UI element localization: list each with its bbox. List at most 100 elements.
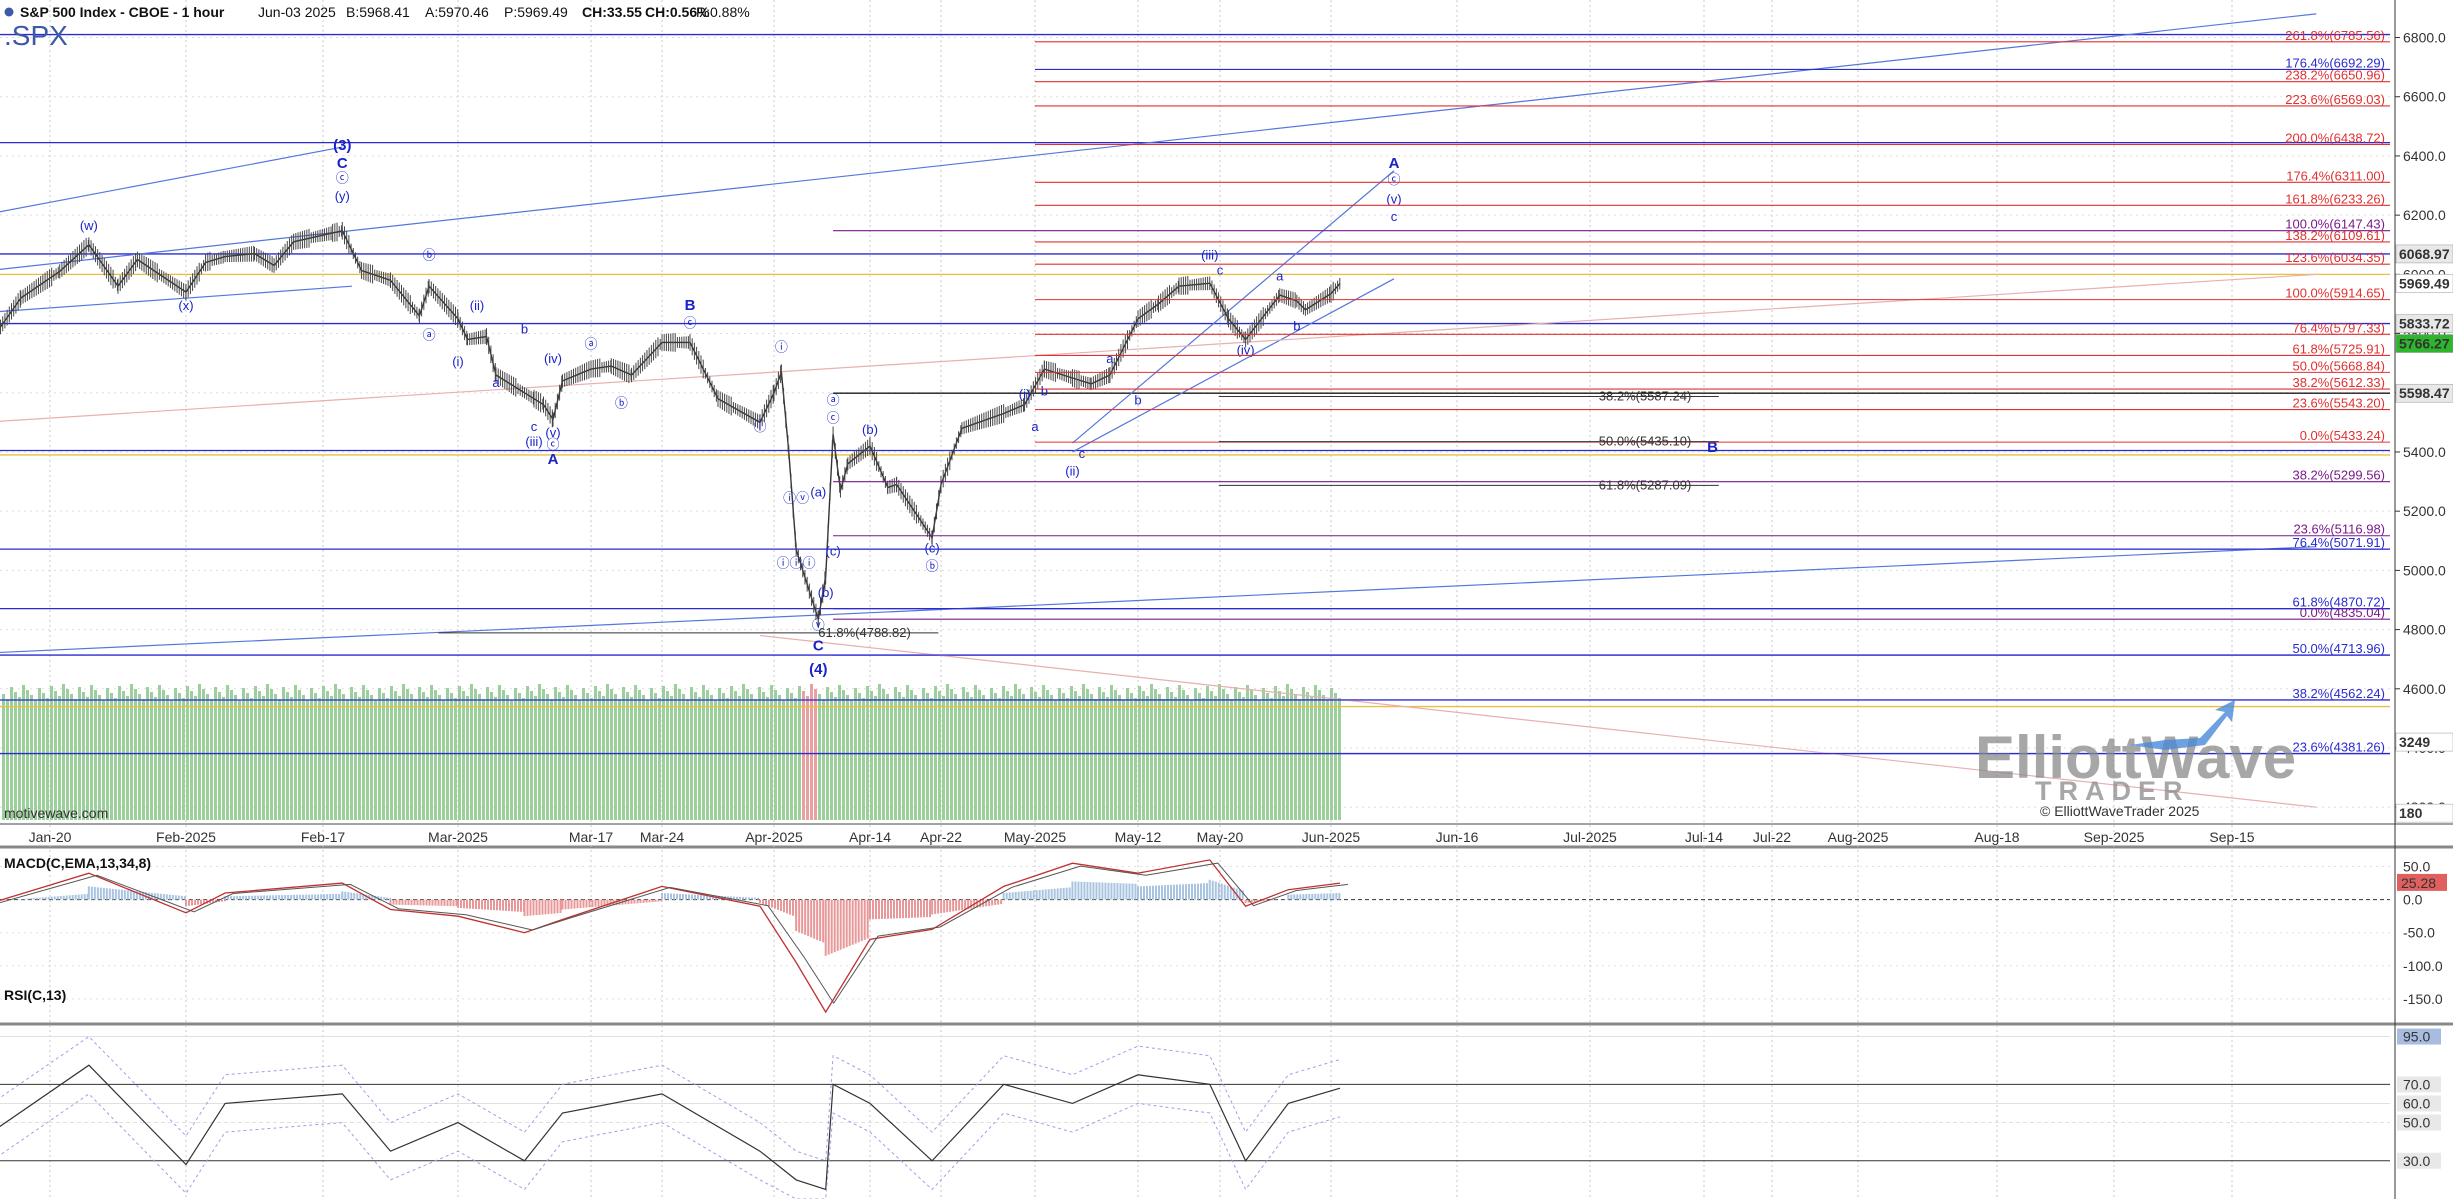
volume-bar — [830, 692, 833, 820]
volume-bar — [974, 685, 977, 820]
volume-bar — [914, 695, 917, 820]
volume-bar — [590, 698, 593, 820]
volume-bar — [606, 684, 609, 820]
fib-label-0: 261.8%(6785.56) — [2285, 28, 2385, 43]
volume-bar — [1318, 690, 1321, 820]
volume-bar — [910, 690, 913, 820]
fib-label-6: 161.8%(6233.26) — [2285, 191, 2385, 206]
volume-bar — [1042, 685, 1045, 820]
volume-bar — [278, 699, 281, 820]
wave-label-3: C — [337, 155, 348, 172]
price-tag-bg-4 — [2395, 383, 2453, 403]
volume-bar — [778, 695, 781, 820]
x-tick-label-14: Jul-2025 — [1563, 829, 1617, 845]
volume-bar — [938, 691, 941, 820]
macd-tick-3: -100.0 — [2403, 958, 2443, 974]
volume-bar — [562, 697, 565, 820]
volume-bar — [790, 693, 793, 820]
volume-bar — [1106, 697, 1109, 820]
volume-bar — [638, 690, 641, 820]
volume-bar — [1102, 692, 1105, 820]
volume-bar — [1278, 691, 1281, 820]
symbol-label: .SPX — [4, 20, 68, 51]
volume-bar — [1202, 698, 1205, 820]
volume-bar — [870, 691, 873, 820]
volume-bar — [422, 692, 425, 820]
volume-bar — [986, 700, 989, 820]
fib-label-24: 23.6%(4381.26) — [2292, 740, 2385, 755]
wave-label-31: (c) — [825, 544, 840, 559]
volume-bar — [814, 689, 817, 820]
fib-label-21: 0.0%(4835.04) — [2300, 605, 2385, 620]
arrow-up-icon — [2130, 700, 2235, 750]
volume-bar — [158, 685, 161, 820]
volume-bar — [958, 699, 961, 820]
volume-bar — [218, 692, 221, 820]
volume-bar — [70, 694, 73, 820]
volume-bar — [782, 700, 785, 820]
fib-label-19: 76.4%(5071.91) — [2292, 535, 2385, 550]
volume-bar — [598, 691, 601, 820]
volume-bar — [1162, 699, 1165, 820]
fib-label-9: 123.6%(6034.35) — [2285, 250, 2385, 265]
volume-bar — [538, 684, 541, 820]
volume-bar — [138, 694, 141, 820]
volume-bar — [970, 697, 973, 820]
volume-bar — [1154, 689, 1157, 820]
x-tick-label-1: Feb-2025 — [156, 829, 216, 845]
wave-label-14: (iii) — [525, 434, 542, 449]
trend-line-5 — [1072, 278, 1395, 453]
fib-label-3: 223.6%(6569.03) — [2285, 92, 2385, 107]
volume-bar — [234, 695, 237, 820]
wave-label-49: A — [1389, 155, 1400, 172]
volume-bar — [1214, 696, 1217, 820]
wave-label-21: ⓒ — [683, 316, 696, 331]
volume-bar — [190, 691, 193, 820]
rsi-tick-1: 70.0 — [2403, 1076, 2430, 1092]
wave-label-13: c — [531, 419, 538, 434]
volume-bar — [330, 696, 333, 820]
volume-bar — [574, 695, 577, 820]
volume-bar — [482, 699, 485, 820]
volume-bar — [1314, 685, 1317, 820]
rsi-tick-bg-0 — [2397, 1028, 2441, 1045]
volume-bar — [294, 685, 297, 820]
volume-bar — [994, 693, 997, 820]
volume-bar — [470, 684, 473, 820]
volume-bar — [1218, 684, 1221, 820]
volume-bar — [154, 697, 157, 820]
volume-bar — [314, 693, 317, 820]
volume-bar — [30, 695, 33, 820]
price-tag-bg-3 — [2395, 334, 2453, 353]
volume-bar — [394, 691, 397, 820]
volume-bar — [850, 700, 853, 820]
price-tag-6: 180 — [2399, 805, 2423, 821]
volume-bar — [210, 699, 213, 820]
volume-bar — [1170, 692, 1173, 820]
fib-label-16: 0.0%(5433.24) — [2300, 428, 2385, 443]
volume-bar — [738, 696, 741, 820]
x-tick-label-17: Aug-2025 — [1828, 829, 1889, 845]
y-tick-label-4: 5000.0 — [2403, 562, 2446, 578]
header-price: P:5969.49 — [504, 4, 568, 20]
macd-tick-1: 0.0 — [2403, 892, 2423, 908]
logo-line1: ElliottWave — [1975, 724, 2296, 791]
volume-bar — [474, 689, 477, 820]
volume-bar — [1022, 694, 1025, 820]
volume-bar — [222, 697, 225, 820]
volume-bar — [806, 696, 809, 820]
volume-bar — [890, 699, 893, 820]
volume-bar — [134, 689, 137, 820]
volume-bar — [794, 698, 797, 820]
volume-bar — [1010, 696, 1013, 820]
volume-bar — [878, 684, 881, 820]
price-tag-3: 5766.27 — [2399, 336, 2450, 352]
volume-bar — [1222, 689, 1225, 820]
volume-bar — [170, 700, 173, 820]
volume-bar — [318, 698, 321, 820]
volume-bar — [42, 693, 45, 820]
x-tick-label-4: Mar-17 — [569, 829, 614, 845]
volume-bar — [1038, 697, 1041, 820]
wave-label-16: ⓒ — [546, 437, 559, 452]
